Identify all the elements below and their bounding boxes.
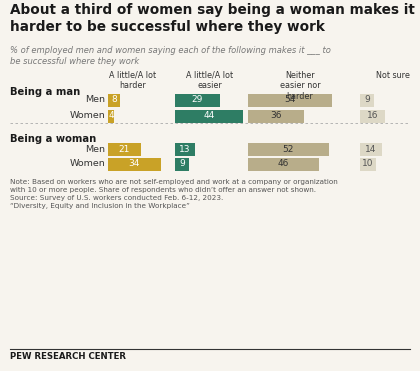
- Text: A little/A lot
easier: A little/A lot easier: [186, 71, 234, 91]
- Text: Being a man: Being a man: [10, 87, 80, 97]
- Text: 44: 44: [203, 112, 215, 121]
- Bar: [248, 158, 319, 171]
- Text: 9: 9: [179, 160, 185, 168]
- Bar: [175, 158, 189, 171]
- Text: 16: 16: [367, 112, 378, 121]
- Bar: [360, 158, 375, 171]
- Text: 52: 52: [283, 144, 294, 154]
- Text: 21: 21: [118, 144, 130, 154]
- Text: 9: 9: [364, 95, 370, 105]
- Bar: [108, 93, 121, 106]
- Text: Not sure: Not sure: [376, 71, 410, 80]
- Text: 34: 34: [129, 160, 140, 168]
- Text: 10: 10: [362, 160, 373, 168]
- Bar: [360, 93, 374, 106]
- Text: Neither
easier nor
harder: Neither easier nor harder: [280, 71, 320, 101]
- Bar: [175, 109, 243, 122]
- Text: % of employed men and women saying each of the following makes it ___ to
be succ: % of employed men and women saying each …: [10, 46, 331, 66]
- Bar: [360, 109, 385, 122]
- Text: Note: Based on workers who are not self-employed and work at a company or organi: Note: Based on workers who are not self-…: [10, 179, 338, 185]
- Bar: [248, 109, 304, 122]
- Bar: [108, 158, 161, 171]
- Text: 36: 36: [270, 112, 282, 121]
- Text: Source: Survey of U.S. workers conducted Feb. 6-12, 2023.: Source: Survey of U.S. workers conducted…: [10, 195, 223, 201]
- Bar: [360, 142, 382, 155]
- Text: 8: 8: [111, 95, 117, 105]
- Text: Men: Men: [85, 95, 105, 105]
- Text: 13: 13: [179, 144, 191, 154]
- Bar: [108, 142, 141, 155]
- Text: 46: 46: [278, 160, 289, 168]
- Text: Being a woman: Being a woman: [10, 134, 96, 144]
- Text: Women: Women: [69, 160, 105, 168]
- Text: Women: Women: [69, 112, 105, 121]
- Text: A little/A lot
harder: A little/A lot harder: [110, 71, 157, 91]
- Text: “Diversity, Equity and Inclusion in the Workplace”: “Diversity, Equity and Inclusion in the …: [10, 203, 190, 209]
- Text: About a third of women say being a woman makes it
harder to be successful where : About a third of women say being a woman…: [10, 3, 415, 34]
- Bar: [248, 93, 332, 106]
- Bar: [108, 109, 114, 122]
- Text: Men: Men: [85, 144, 105, 154]
- Text: PEW RESEARCH CENTER: PEW RESEARCH CENTER: [10, 352, 126, 361]
- Text: with 10 or more people. Share of respondents who didn’t offer an answer not show: with 10 or more people. Share of respond…: [10, 187, 316, 193]
- Bar: [175, 93, 220, 106]
- Text: 54: 54: [284, 95, 296, 105]
- Text: 14: 14: [365, 144, 377, 154]
- Bar: [248, 142, 328, 155]
- Text: 4: 4: [108, 112, 114, 121]
- Text: 29: 29: [192, 95, 203, 105]
- Bar: [175, 142, 195, 155]
